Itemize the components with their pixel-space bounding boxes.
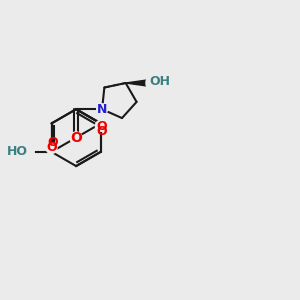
Circle shape [97,104,107,115]
Text: O: O [70,131,82,145]
Text: O: O [96,120,106,133]
Polygon shape [126,80,147,86]
Circle shape [12,141,34,163]
Circle shape [70,132,82,144]
Circle shape [46,143,57,154]
Text: HO: HO [7,146,28,158]
Text: O: O [47,136,58,149]
Text: OH: OH [149,75,170,88]
Circle shape [146,74,165,92]
Text: O: O [97,125,107,138]
Text: N: N [97,103,107,116]
Text: O: O [47,141,57,154]
Circle shape [95,121,106,131]
